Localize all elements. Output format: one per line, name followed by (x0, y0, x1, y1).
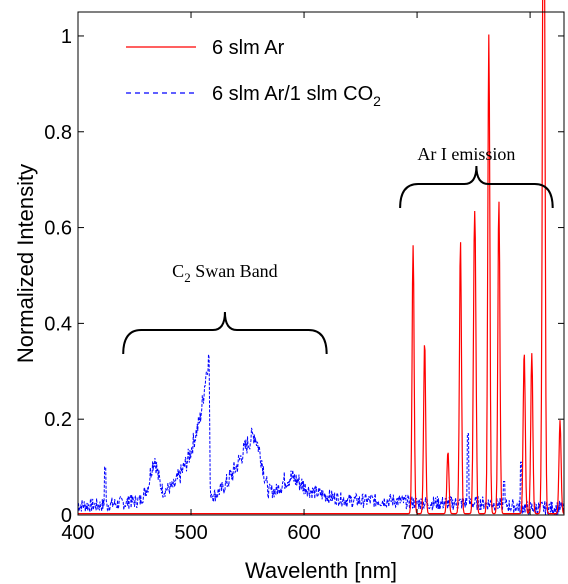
swan-band-label-c: C (172, 261, 184, 281)
plot-area: 400 500 600 700 800 0 0.2 0.4 0.6 0.8 1 (44, 0, 565, 544)
legend-label-ar-text: 6 slm Ar (212, 37, 285, 59)
y-tick-label-0.6: 0.6 (44, 218, 72, 240)
swan-band-label-subscript: 2 (184, 270, 191, 285)
legend-label-ar-co2-subscript: 2 (373, 93, 381, 109)
legend-label-ar: 6 slm Ar (212, 37, 285, 59)
swan-band-label: C2 Swan Band (172, 261, 278, 285)
annotation-layer: C2 Swan Band Ar I emission (122, 144, 554, 355)
legend-label-ar-co2: 6 slm Ar/1 slm CO2 (212, 83, 381, 109)
plot-frame (77, 11, 565, 516)
x-tick-label-600: 600 (287, 522, 320, 544)
x-tick-label-400: 400 (61, 522, 94, 544)
ar-emission-label: Ar I emission (417, 144, 515, 164)
swan-band-brace (122, 311, 328, 355)
x-axis-title: Wavelenth [nm] (245, 558, 397, 583)
series-ar-co2-line (77, 354, 565, 517)
series-ar-line (78, 0, 565, 515)
y-tick-label-1: 1 (61, 26, 72, 48)
y-tick-label-0.8: 0.8 (44, 122, 72, 144)
y-tick-label-0.2: 0.2 (44, 409, 72, 431)
x-tick-label-700: 700 (400, 522, 433, 544)
tick-layer: 400 500 600 700 800 0 0.2 0.4 0.6 0.8 1 (44, 12, 564, 544)
swan-band-label-suffix: Swan Band (191, 261, 278, 281)
y-tick-label-0: 0 (61, 505, 72, 527)
legend-label-ar-co2-text: 6 slm Ar/1 slm CO (212, 83, 373, 105)
ar-emission-label-text: Ar I emission (417, 144, 515, 164)
series-layer (77, 0, 565, 517)
legend: 6 slm Ar 6 slm Ar/1 slm CO2 (126, 37, 381, 109)
ar-emission-brace (399, 165, 554, 209)
x-tick-label-500: 500 (174, 522, 207, 544)
y-axis-title: Normalized Intensity (13, 164, 38, 363)
y-tick-label-0.4: 0.4 (44, 313, 72, 335)
x-tick-label-800: 800 (513, 522, 546, 544)
